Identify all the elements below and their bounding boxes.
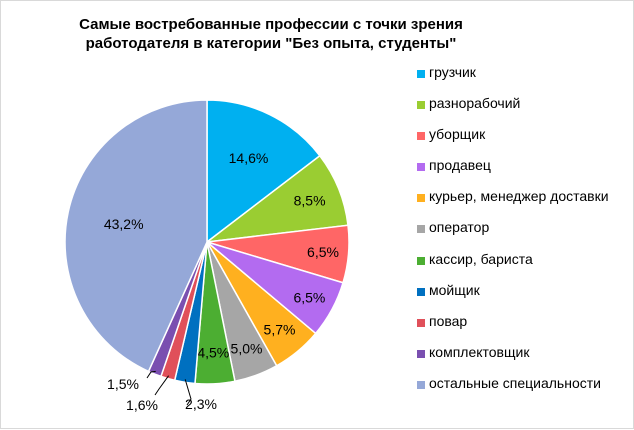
data-label: 2,3% xyxy=(185,396,217,412)
legend-swatch xyxy=(417,101,425,109)
data-label: 1,5% xyxy=(107,376,139,392)
legend-label: разнорабочий xyxy=(429,95,521,111)
leader-line xyxy=(154,375,170,396)
legend-label: продавец xyxy=(429,157,491,173)
legend-swatch xyxy=(417,257,425,265)
data-label: 6,5% xyxy=(293,289,325,305)
data-label: 6,5% xyxy=(307,244,339,260)
legend-swatch xyxy=(417,163,425,171)
leader-line xyxy=(146,370,156,379)
legend-swatch xyxy=(417,194,425,202)
pie-slice xyxy=(206,99,321,244)
legend-label: грузчик xyxy=(429,64,476,80)
legend-label: кассир, бариста xyxy=(429,251,533,267)
chart-title-line-2: работодателя в категории "Без опыта, сту… xyxy=(85,35,457,52)
data-label: 5,7% xyxy=(264,322,296,338)
chart-title-line-1: Самые востребованные профессии с точки з… xyxy=(79,16,463,33)
legend-label: остальные специальности xyxy=(429,375,601,391)
legend-label: оператор xyxy=(429,219,490,235)
chart-title: Самые востребованные профессии с точки з… xyxy=(61,15,481,53)
legend-label: уборщик xyxy=(429,126,486,142)
legend-swatch xyxy=(417,288,425,296)
data-label: 14,6% xyxy=(229,150,269,166)
legend-label: курьер, менеджер доставки xyxy=(429,188,609,204)
legend-label: мойщик xyxy=(429,282,480,298)
pie-slice xyxy=(64,99,208,373)
legend-swatch xyxy=(417,70,425,78)
legend-swatch xyxy=(417,132,425,140)
legend-swatch xyxy=(417,225,425,233)
legend-swatch xyxy=(417,319,425,327)
legend-swatch xyxy=(417,381,425,389)
leader-line xyxy=(184,379,192,406)
data-label: 1,6% xyxy=(126,397,158,413)
legend-label: повар xyxy=(429,313,468,329)
data-label: 43,2% xyxy=(104,216,144,232)
data-label: 4,5% xyxy=(197,345,229,361)
data-label: 8,5% xyxy=(294,192,326,208)
data-label: 5,0% xyxy=(231,341,263,357)
legend-label: комплектовщик xyxy=(429,344,530,360)
legend-swatch xyxy=(417,350,425,358)
